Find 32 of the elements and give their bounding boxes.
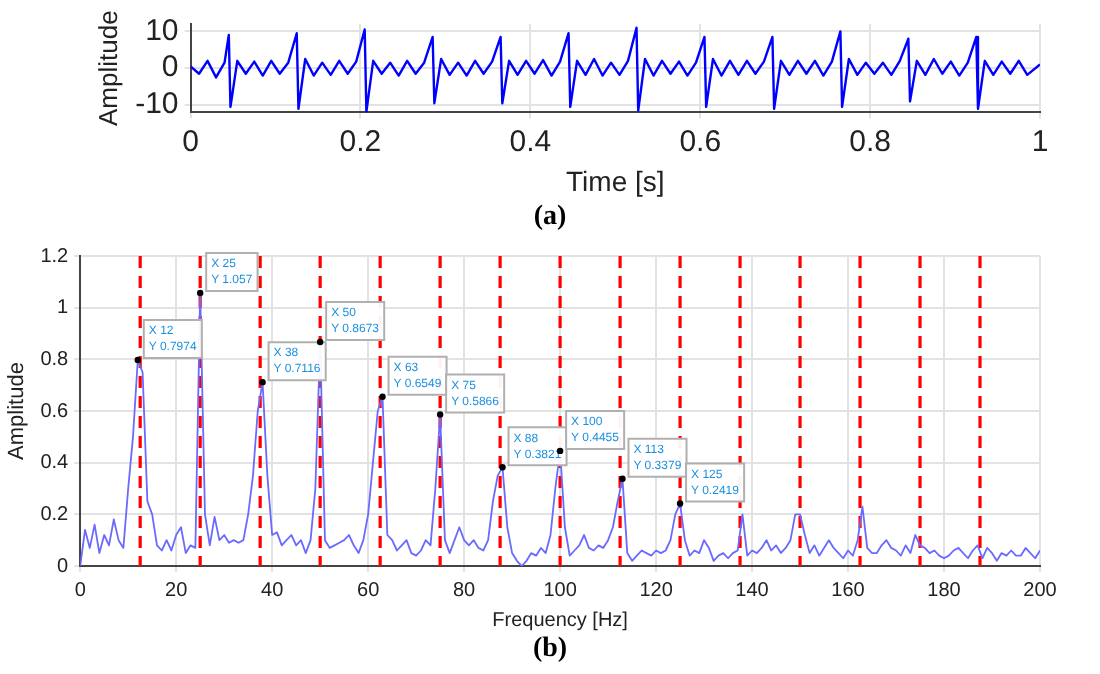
y-tick-label: 0.6 — [40, 400, 70, 423]
x-tick-label: 100 — [543, 579, 578, 602]
y-tick-label: 0.2 — [40, 503, 70, 526]
y-tick-label: 0 — [161, 50, 179, 85]
y-tick-label: 1 — [57, 297, 70, 320]
x-tick-label: 140 — [735, 579, 770, 602]
x-tick-label: 0.6 — [679, 124, 722, 159]
x-tick-label: 0.4 — [509, 124, 552, 159]
x-tick-label: 20 — [165, 579, 189, 602]
y-tick-label: 0 — [57, 555, 70, 578]
x-tick-label: 80 — [453, 579, 477, 602]
x-tick-label: 180 — [927, 579, 962, 602]
x-tick-label: 1 — [1031, 124, 1049, 159]
x-tick-label: 60 — [357, 579, 381, 602]
x-axis-title: Time [s] — [566, 164, 665, 197]
x-tick-label: 200 — [1023, 579, 1058, 602]
x-tick-label: 120 — [639, 579, 674, 602]
y-axis-title: Amplitude — [5, 362, 30, 460]
x-axis-title: Frequency [Hz] — [492, 609, 629, 632]
x-tick-label: 0 — [74, 579, 87, 602]
y-tick-label: -10 — [135, 87, 179, 122]
x-tick-label: 0.8 — [849, 124, 891, 159]
y-tick-label: 0.4 — [40, 452, 70, 475]
x-tick-label: 0.2 — [339, 124, 382, 159]
y-axis-title: Amplitude — [92, 10, 123, 127]
y-tick-label: 0.8 — [40, 348, 70, 371]
text: (a) — [531, 200, 569, 236]
y-tick-label: 10 — [145, 13, 179, 48]
x-tick-label: 160 — [831, 579, 866, 602]
text: (b) — [530, 632, 570, 668]
y-tick-label: 1.2 — [40, 245, 70, 268]
x-tick-label: 40 — [261, 579, 285, 602]
